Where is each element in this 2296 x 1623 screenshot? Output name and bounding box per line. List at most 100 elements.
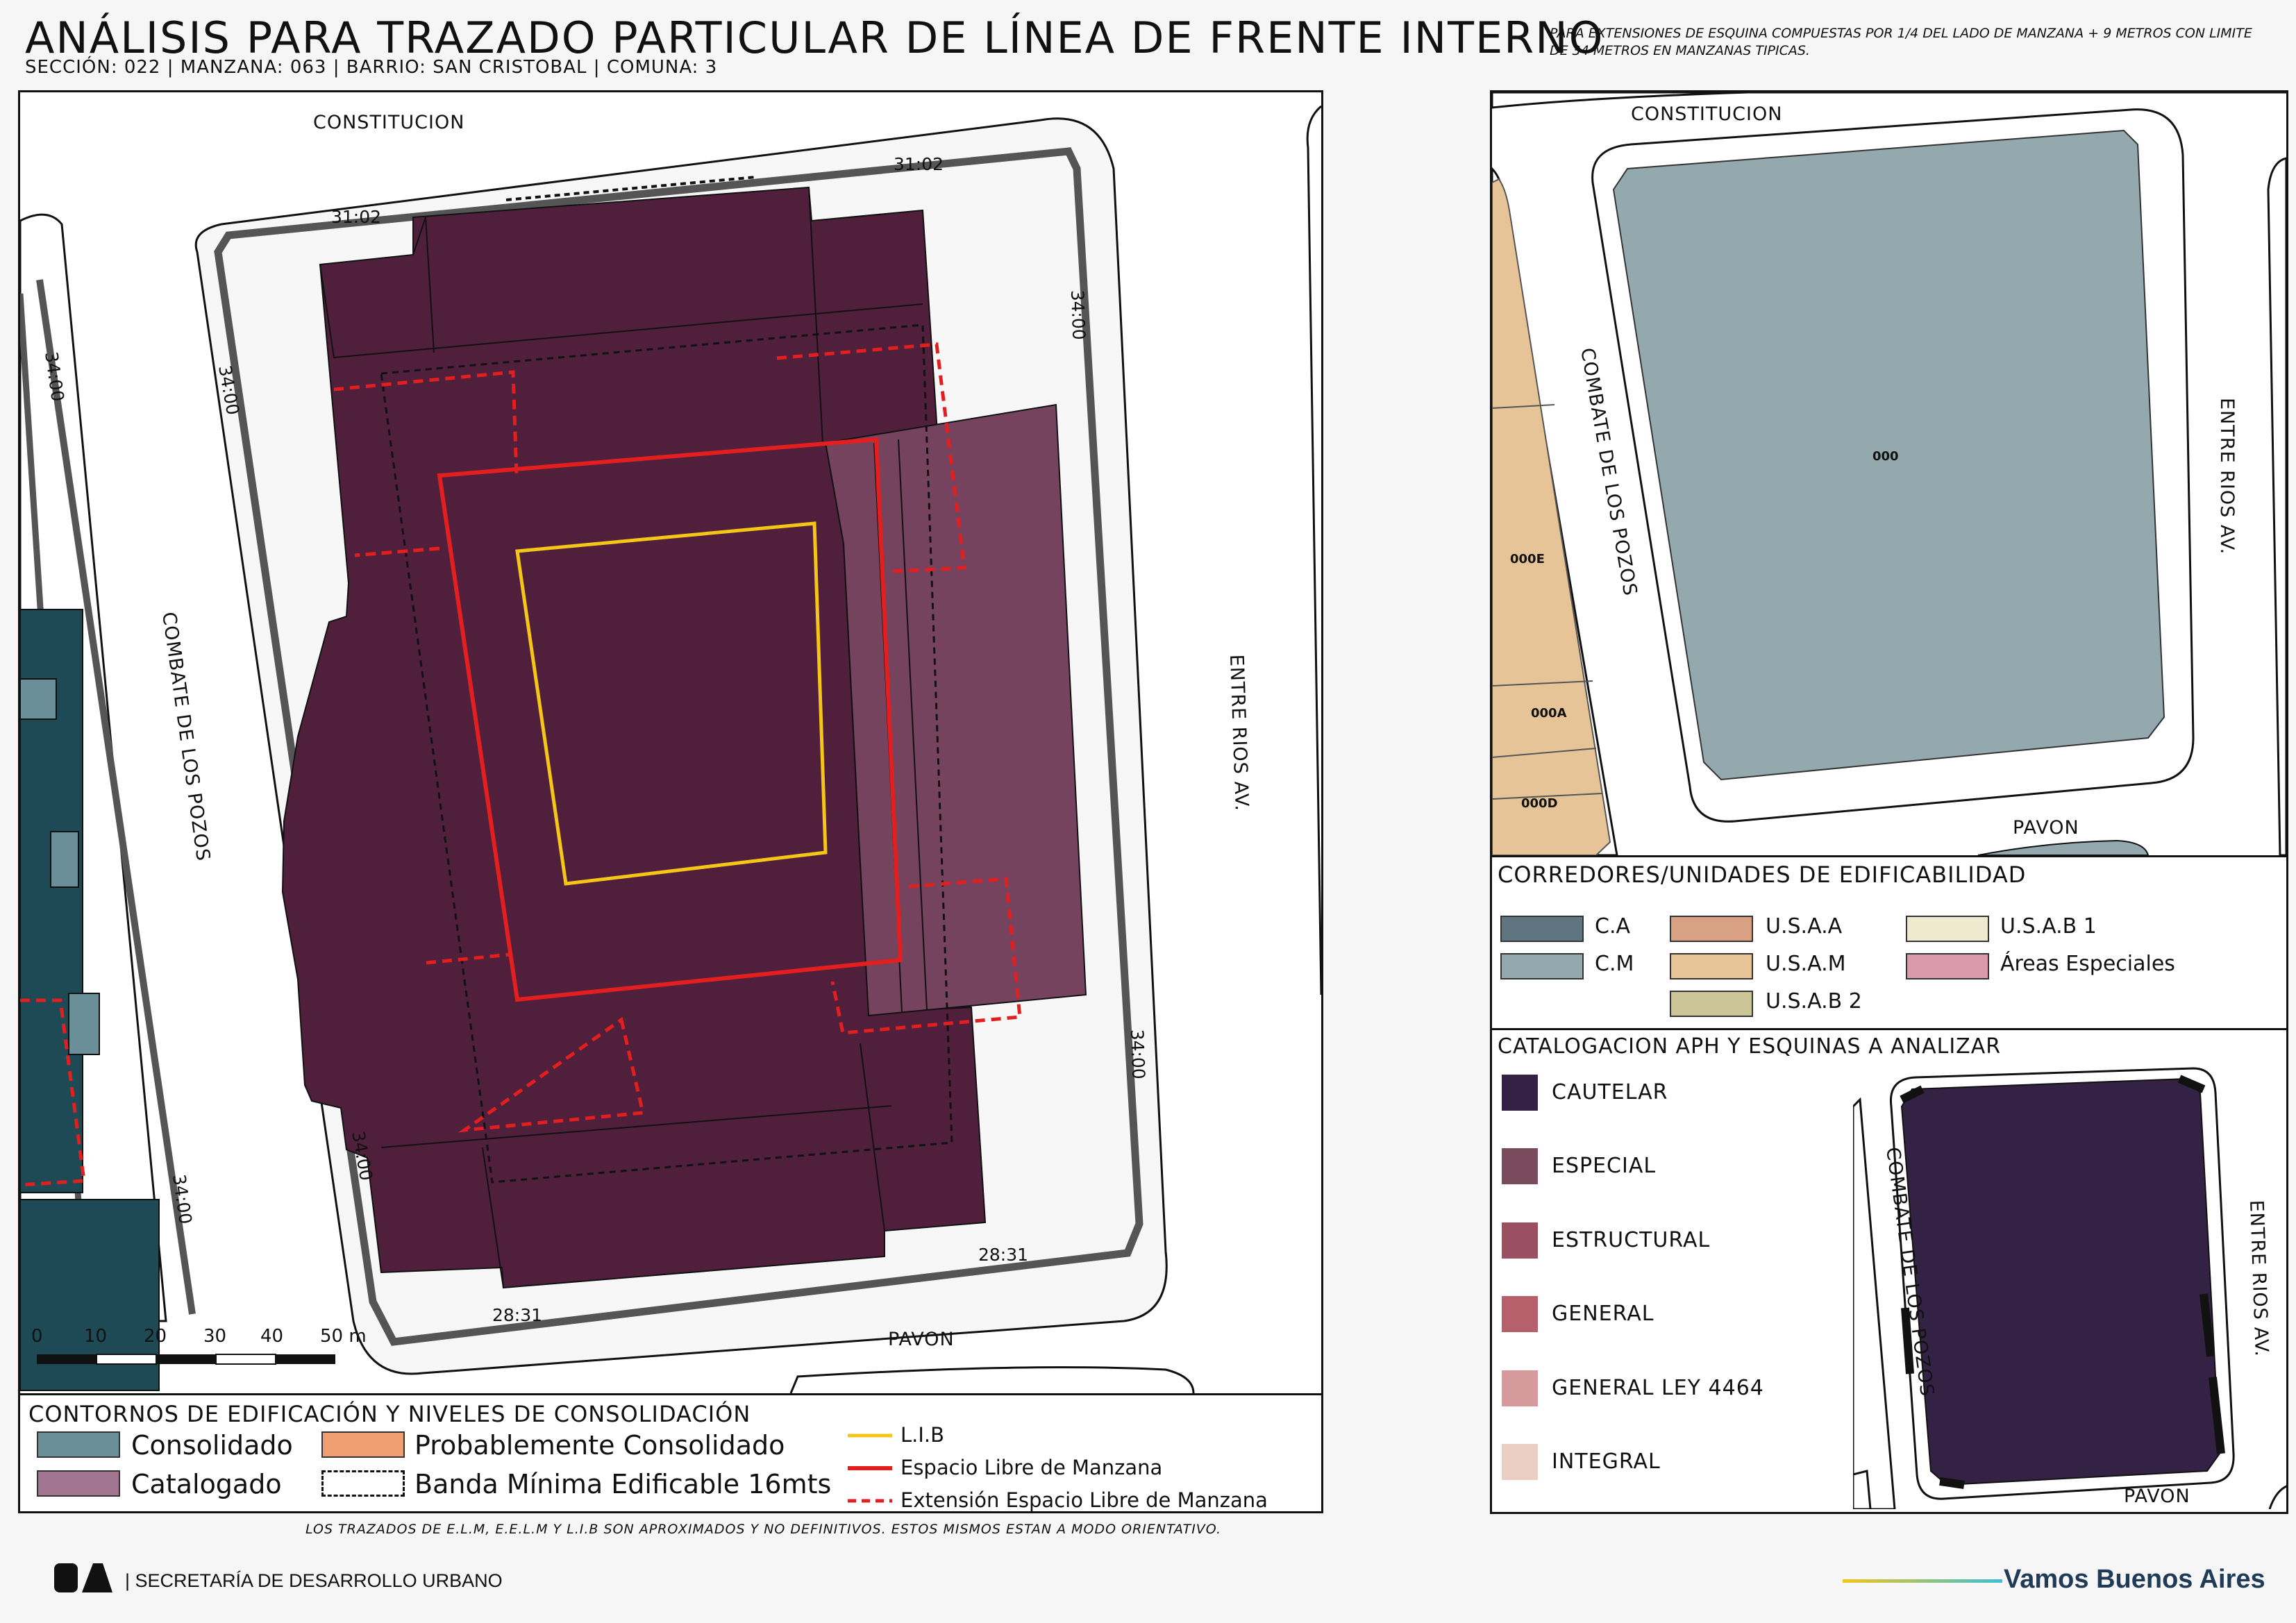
dim-north-right: 31:02 [894,154,944,174]
ba-logo-text: BA [72,1586,74,1588]
label-usab2: U.S.A.B 2 [1766,989,1862,1014]
dim-south-left: 28:31 [492,1305,542,1325]
far-west-dim-line [36,279,196,1315]
swatch-especial [1502,1148,1538,1184]
right-map[interactable]: 000 000E 000A 000D CONSTITUCION COMBATE … [1492,92,2286,855]
south-neighbor-block [789,1366,1195,1393]
swatch-general [1502,1296,1538,1332]
swatch-usaa [1670,916,1753,942]
swatch-integral [1502,1444,1538,1480]
label-lib: L.I.B [900,1423,945,1447]
label-usam: U.S.A.M [1766,952,1846,976]
parcel-000[interactable]: 000 [1872,449,1899,464]
swatch-usab2 [1670,991,1753,1017]
right-neighbor-north [1492,92,2286,109]
label-extension-espacio-libre: Extensión Espacio Libre de Manzana [900,1488,1268,1512]
west-consolidated-light [20,678,100,1055]
scale-tick-50: 50 m [320,1326,367,1347]
label-usab1: U.S.A.B 1 [2000,914,2097,939]
street-south: PAVON [888,1329,955,1350]
extension-note: PARA EXTENSIONES DE ESQUINA COMPUESTAS P… [1550,26,2252,58]
right-block-cm [1612,129,2165,781]
dim-east-upper: 34:00 [1067,289,1089,340]
page-title: ANÁLISIS PARA TRAZADO PARTICULAR DE LÍNE… [25,12,1604,63]
right-parcels-west [1492,178,1611,855]
swatch-catalogado [37,1470,120,1497]
label-ca: C.A [1595,914,1631,939]
swatch-general-ley [1502,1370,1538,1406]
swatch-cautelar [1502,1075,1538,1111]
label-cautelar: CAUTELAR [1552,1080,1668,1104]
line-legend-icons [848,1433,892,1503]
swatch-usam [1670,953,1753,979]
label-general-ley: GENERAL LEY 4464 [1552,1376,1764,1400]
property-line-dashed [505,176,757,201]
slogan-line [1843,1579,2002,1583]
espacio-libre-manzana [437,437,903,1002]
swatch-ca [1500,916,1584,942]
right-street-south: PAVON [2013,817,2079,839]
right-south-neighbor [1977,839,2150,855]
scale-tick-20: 20 [144,1326,167,1347]
west-elm-extension [20,998,86,1187]
secretaria-label: | SECRETARÍA DE DESARROLLO URBANO [125,1570,503,1591]
parcel-000A[interactable]: 000A [1531,706,1567,721]
swatch-cm [1500,953,1584,979]
especial-building [824,403,1087,1017]
label-probablemente-consolidado: Probablemente Consolidado [414,1430,785,1461]
dim-east-lower: 34:00 [1127,1029,1148,1079]
label-general: GENERAL [1552,1302,1654,1326]
swatch-usab1 [1906,916,1989,942]
swatch-banda-minima [321,1470,405,1497]
scale-tick-10: 10 [84,1326,107,1347]
catalogacion-mini-map[interactable]: COMBATE DE LOS POZOS ENTRE RIOS AV. PAVO… [1853,1065,2288,1509]
parcel-000D[interactable]: 000D [1521,796,1558,811]
right-east-neighbor [2267,157,2286,855]
legend-catalogacion: CATALOGACION APH Y ESQUINAS A ANALIZAR C… [1490,1028,2288,1514]
swatch-estructural [1502,1222,1538,1259]
elm-extension-rects [333,342,1022,1133]
dim-far-west-lower: 34:00 [169,1173,196,1225]
right-map-panel: 000 000E 000A 000D CONSTITUCION COMBATE … [1490,90,2288,857]
legend-catalogacion-title: CATALOGACION APH Y ESQUINAS A ANALIZAR [1498,1034,2002,1059]
scale-tick-0: 0 [31,1326,43,1347]
scale-tick-30: 30 [203,1326,226,1347]
mini-block-cautelar [1900,1077,2221,1486]
label-espacio-libre: Espacio Libre de Manzana [900,1456,1163,1479]
legend-corredores-title: CORREDORES/UNIDADES DE EDIFICABILIDAD [1498,861,2027,888]
dim-south-right: 28:31 [978,1245,1028,1265]
legend-consolidacion: CONTORNOS DE EDIFICACIÓN Y NIVELES DE CO… [18,1393,1323,1513]
ba-logo: BA [54,1563,112,1592]
lib-line [515,521,828,886]
parcel-000E[interactable]: 000E [1510,552,1545,566]
disclaimer-note: LOS TRAZADOS DE E.L.M, E.E.L.M Y L.I.B S… [305,1522,1222,1537]
right-street-north: CONSTITUCION [1631,103,1782,125]
street-west: COMBATE DE LOS POZOS [158,611,214,863]
label-usaa: U.S.A.A [1766,914,1843,939]
label-areas-especiales: Áreas Especiales [2000,952,2175,976]
label-integral: INTEGRAL [1552,1449,1661,1474]
legend-corredores: CORREDORES/UNIDADES DE EDIFICABILIDAD C.… [1490,855,2288,1030]
dim-north-left: 31:02 [331,207,381,227]
label-especial: ESPECIAL [1552,1154,1657,1178]
main-map-panel: 31:02 31:02 34:00 34:00 34:00 34:00 28:3… [18,90,1323,1395]
scale-tick-40: 40 [260,1326,283,1347]
street-east: ENTRE RIOS AV. [1225,654,1252,812]
label-catalogado: Catalogado [131,1469,282,1499]
swatch-areas-especiales [1906,953,1989,979]
page-subtitle: SECCIÓN: 022 | MANZANA: 063 | BARRIO: SA… [25,57,718,78]
slogan: Vamos Buenos Aires [2004,1565,2265,1594]
street-north: CONSTITUCION [313,112,464,133]
right-street-east: ENTRE RIOS AV. [2216,398,2238,555]
main-map[interactable]: 31:02 31:02 34:00 34:00 34:00 34:00 28:3… [20,92,1321,1393]
swatch-probablemente-consolidado [321,1431,405,1458]
swatch-consolidado [37,1431,120,1458]
legend-consolidacion-title: CONTORNOS DE EDIFICACIÓN Y NIVELES DE CO… [28,1401,751,1427]
label-consolidado: Consolidado [131,1430,293,1461]
label-cm: C.M [1595,952,1634,976]
property-line [214,147,1143,1346]
label-estructural: ESTRUCTURAL [1552,1228,1711,1252]
east-neighbor-block [1306,105,1321,995]
label-banda-minima: Banda Mínima Edificable 16mts [414,1469,832,1499]
scale-bar: 0 10 20 30 40 50 m [31,1326,367,1365]
